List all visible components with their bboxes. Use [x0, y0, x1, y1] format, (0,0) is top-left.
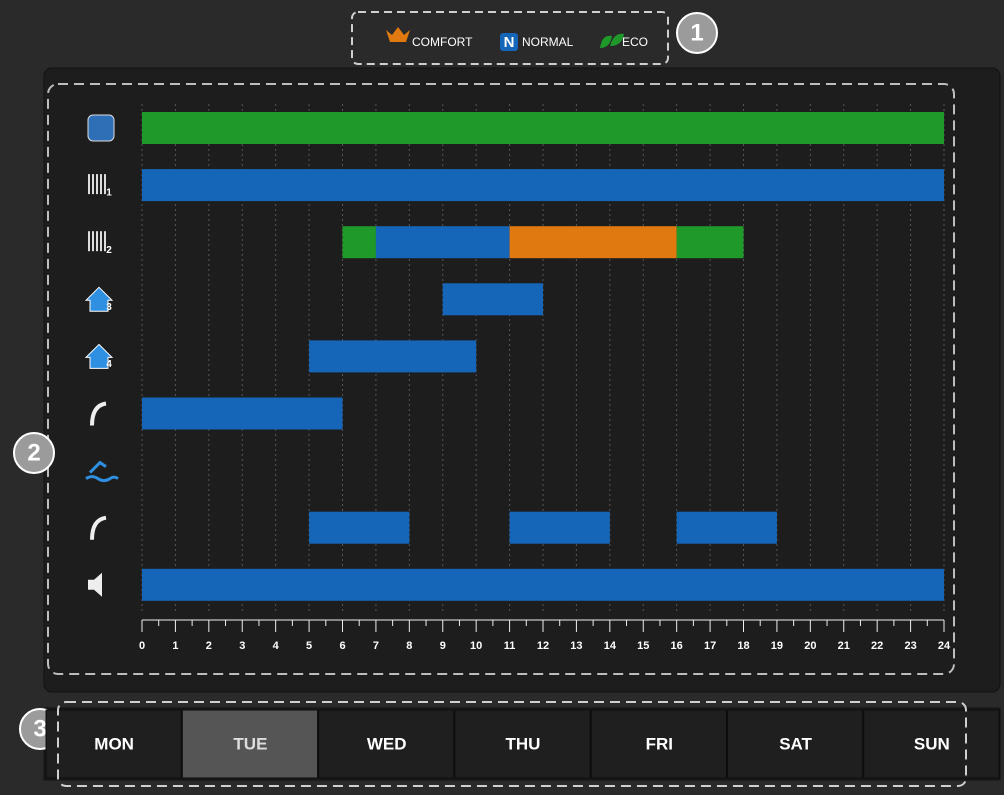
schedule-segment[interactable] [509, 226, 677, 259]
comfort-icon [386, 27, 410, 42]
hour-label: 9 [440, 640, 446, 652]
hour-label: 2 [206, 640, 212, 652]
hour-label: 16 [671, 640, 683, 652]
radiator-bar [96, 174, 98, 195]
schedule-segment[interactable] [676, 511, 777, 544]
radiator-bar [96, 231, 98, 252]
hour-label: 12 [537, 640, 549, 652]
schedule-segment[interactable] [676, 226, 744, 259]
icon-number: 4 [106, 359, 112, 370]
normal-icon-letter: N [504, 34, 515, 51]
normal-icon [500, 33, 518, 51]
schedule-segment[interactable] [142, 397, 343, 430]
hour-label: 23 [904, 640, 916, 652]
hour-label: 24 [938, 640, 951, 652]
pool-icon [85, 460, 119, 483]
tap-icon [90, 515, 107, 540]
schedule-segment[interactable] [142, 568, 944, 601]
radiator-bar [100, 231, 102, 252]
legend-label: COMFORT [412, 35, 473, 49]
badge [13, 432, 55, 474]
hour-label: 10 [470, 640, 482, 652]
day-tab[interactable] [181, 709, 319, 779]
day-tab[interactable] [454, 709, 591, 779]
radiator-bar [104, 231, 106, 252]
day-tab[interactable] [45, 709, 182, 779]
day-label: SUN [914, 734, 950, 753]
day-label: WED [367, 734, 407, 753]
day-tab[interactable] [318, 709, 455, 779]
schedule-segment[interactable] [375, 226, 510, 259]
speaker-icon [88, 572, 102, 597]
schedule-segment[interactable] [309, 340, 477, 373]
hour-label: 21 [838, 640, 850, 652]
schedule-segment[interactable] [142, 112, 944, 144]
radiator-bar [88, 174, 90, 195]
schedule-segment[interactable] [142, 169, 944, 202]
tap-icon [90, 401, 107, 426]
icon-number: 1 [106, 188, 112, 199]
day-tab[interactable] [726, 709, 864, 779]
badge-label: 2 [27, 439, 40, 466]
badge-label: 1 [690, 19, 703, 46]
hour-label: 19 [771, 640, 783, 652]
hour-label: 15 [637, 640, 649, 652]
schedule-segment[interactable] [342, 226, 376, 259]
radiator-bar [104, 174, 106, 195]
badge-label: 3 [33, 715, 46, 742]
hour-label: 20 [804, 640, 816, 652]
hour-label: 0 [139, 640, 145, 652]
day-label: THU [506, 734, 541, 753]
day-label: SAT [779, 734, 812, 753]
hour-label: 13 [570, 640, 582, 652]
hour-label: 17 [704, 640, 716, 652]
day-label: MON [94, 734, 134, 753]
day-tab[interactable] [590, 709, 727, 779]
hour-label: 5 [306, 640, 312, 652]
house-icon [84, 286, 114, 312]
icon-number: 3 [106, 302, 112, 313]
hour-label: 8 [406, 640, 412, 652]
radiator-bar [92, 174, 94, 195]
hour-label: 1 [172, 640, 178, 652]
schedule-segment[interactable] [309, 511, 410, 544]
schedule-segment[interactable] [509, 511, 610, 544]
house-icon [84, 343, 114, 369]
legend-frame [351, 11, 669, 65]
eco-icon [600, 33, 624, 48]
day-frame [57, 701, 967, 787]
row-icon [87, 114, 115, 142]
hour-label: 14 [604, 640, 617, 652]
hour-label: 7 [373, 640, 379, 652]
radiator-bar [88, 231, 90, 252]
hour-label: 22 [871, 640, 883, 652]
radiator-bar [100, 174, 102, 195]
schedule-segment[interactable] [442, 283, 543, 316]
radiator-bar [92, 231, 94, 252]
hour-label: 11 [504, 640, 516, 652]
day-tab[interactable] [863, 709, 1000, 779]
legend-label: ECO [622, 35, 648, 49]
chart-frame [47, 83, 955, 675]
badge [676, 12, 718, 54]
day-label: FRI [646, 734, 673, 753]
legend-label: NORMAL [522, 35, 574, 49]
icon-number: 2 [106, 245, 112, 256]
hour-label: 4 [273, 640, 280, 652]
hour-label: 3 [239, 640, 245, 652]
hour-label: 6 [339, 640, 345, 652]
hour-label: 18 [737, 640, 749, 652]
day-label: TUE [233, 734, 267, 753]
